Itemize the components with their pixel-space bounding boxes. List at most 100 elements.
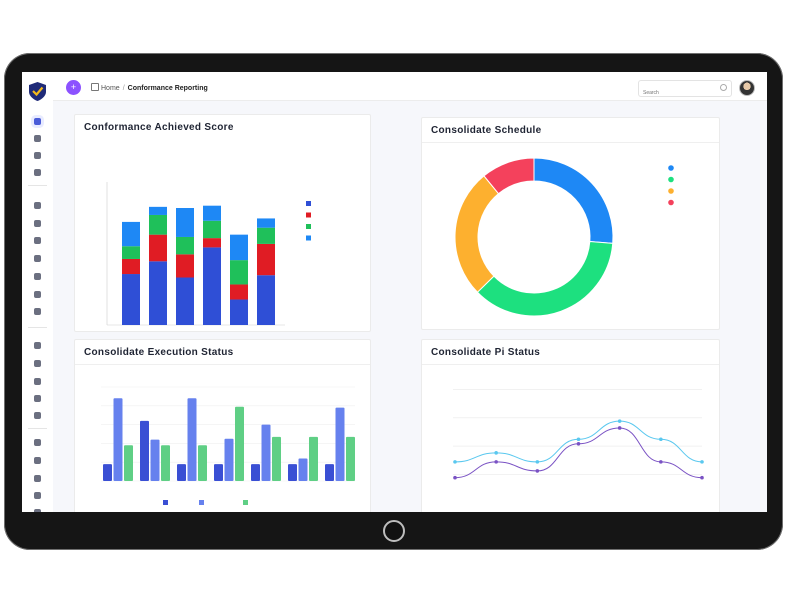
target-icon[interactable]	[34, 220, 41, 227]
card-title: Consolidate Schedule	[431, 125, 542, 136]
bar	[177, 464, 186, 481]
file-icon[interactable]	[34, 378, 41, 385]
legend-swatch	[306, 235, 311, 241]
bar	[150, 439, 160, 481]
card-title: Consolidate Pi Status	[431, 347, 541, 358]
legend-swatch	[163, 500, 168, 505]
bar	[309, 436, 318, 481]
bar	[261, 424, 271, 481]
legend-marker	[668, 188, 674, 194]
bar	[187, 398, 197, 481]
bar	[198, 445, 207, 481]
legend-swatch	[243, 500, 248, 505]
menu-toggle-button[interactable]: +	[66, 80, 81, 95]
card-execution-status: Consolidate Execution Status	[74, 339, 371, 512]
bar-segment	[149, 206, 167, 215]
search-input[interactable]	[639, 86, 713, 100]
card-divider	[75, 364, 370, 365]
data-point	[617, 419, 622, 423]
bar	[113, 398, 123, 481]
card-title: Conformance Achieved Score	[84, 122, 234, 133]
settings-icon[interactable]	[34, 202, 41, 209]
file-icon[interactable]	[34, 360, 41, 367]
bar-segment	[257, 218, 275, 228]
bar-segment	[176, 277, 194, 325]
bar-segment	[122, 221, 140, 247]
bar-segment	[230, 234, 248, 261]
info-icon[interactable]	[34, 509, 41, 512]
data-point	[659, 460, 663, 464]
data-point	[576, 437, 581, 442]
bar-segment	[176, 254, 194, 278]
bar-segment	[230, 260, 248, 285]
card-conformance-score: Conformance Achieved Score	[74, 114, 371, 332]
data-point	[494, 460, 498, 464]
top-bar: + Home / Conformance Reporting	[53, 72, 767, 101]
screen: + Home/Conformance Reporting Conformance…	[22, 72, 767, 512]
search-icon[interactable]	[34, 412, 41, 419]
search-icon[interactable]	[720, 84, 727, 91]
data-point	[576, 441, 581, 446]
bar	[103, 464, 112, 481]
bar-segment	[149, 214, 167, 235]
data-point	[453, 460, 457, 464]
mail-icon[interactable]	[34, 273, 41, 280]
bar	[140, 420, 149, 481]
home-icon[interactable]	[91, 83, 99, 91]
bar-segment	[122, 246, 140, 259]
breadcrumb-current: Conformance Reporting	[127, 85, 208, 92]
data-point	[494, 451, 498, 455]
info-icon[interactable]	[34, 439, 41, 446]
bar	[161, 445, 170, 481]
data-point	[535, 460, 540, 464]
donut-slice	[454, 175, 500, 293]
data-point	[700, 460, 704, 464]
bar-segment	[257, 275, 275, 325]
shield-logo-icon[interactable]	[29, 82, 46, 101]
info-icon[interactable]	[34, 342, 41, 349]
avatar[interactable]	[739, 80, 755, 96]
archive-icon[interactable]	[34, 255, 41, 262]
info-icon[interactable]	[34, 492, 41, 499]
data-point	[659, 437, 663, 442]
donut-chart	[454, 157, 674, 317]
bar	[224, 438, 234, 481]
data-point	[453, 475, 457, 480]
data-point	[535, 469, 540, 473]
card-title: Consolidate Execution Status	[84, 347, 234, 358]
breadcrumb-home[interactable]: Home	[101, 85, 120, 92]
bar	[214, 464, 223, 481]
bar-segment	[176, 208, 194, 237]
file-icon[interactable]	[34, 475, 41, 482]
donut-slice	[476, 240, 614, 317]
legend-swatch	[306, 224, 311, 229]
card-consolidate-schedule: Consolidate Schedule	[421, 117, 720, 330]
bar-segment	[203, 247, 221, 325]
legend-marker	[668, 199, 674, 206]
bar-segment	[149, 261, 167, 325]
sidebar	[22, 72, 54, 512]
info-icon[interactable]	[34, 395, 41, 402]
search-box	[638, 80, 732, 100]
breadcrumb-separator: /	[122, 85, 125, 92]
file-icon[interactable]	[34, 457, 41, 464]
legend-marker	[668, 165, 674, 171]
users-icon[interactable]	[34, 308, 41, 315]
printer-icon[interactable]	[34, 291, 41, 298]
donut-slice	[483, 157, 535, 195]
legend-marker	[668, 176, 674, 183]
bar	[335, 407, 345, 481]
bar-segment	[257, 227, 275, 244]
card-divider	[422, 142, 719, 143]
dashboard-icon[interactable]	[34, 118, 41, 125]
chat-icon[interactable]	[34, 152, 41, 159]
apps-icon[interactable]	[34, 169, 41, 176]
tablet-home-button[interactable]	[383, 520, 405, 542]
document-icon[interactable]	[34, 237, 41, 244]
bar	[325, 464, 334, 481]
grouped-bar-chart	[101, 386, 355, 505]
bar-segment	[257, 243, 275, 276]
card-pi-status: Consolidate Pi Status	[421, 339, 720, 512]
layers-icon[interactable]	[34, 135, 41, 142]
series-line	[454, 420, 703, 463]
